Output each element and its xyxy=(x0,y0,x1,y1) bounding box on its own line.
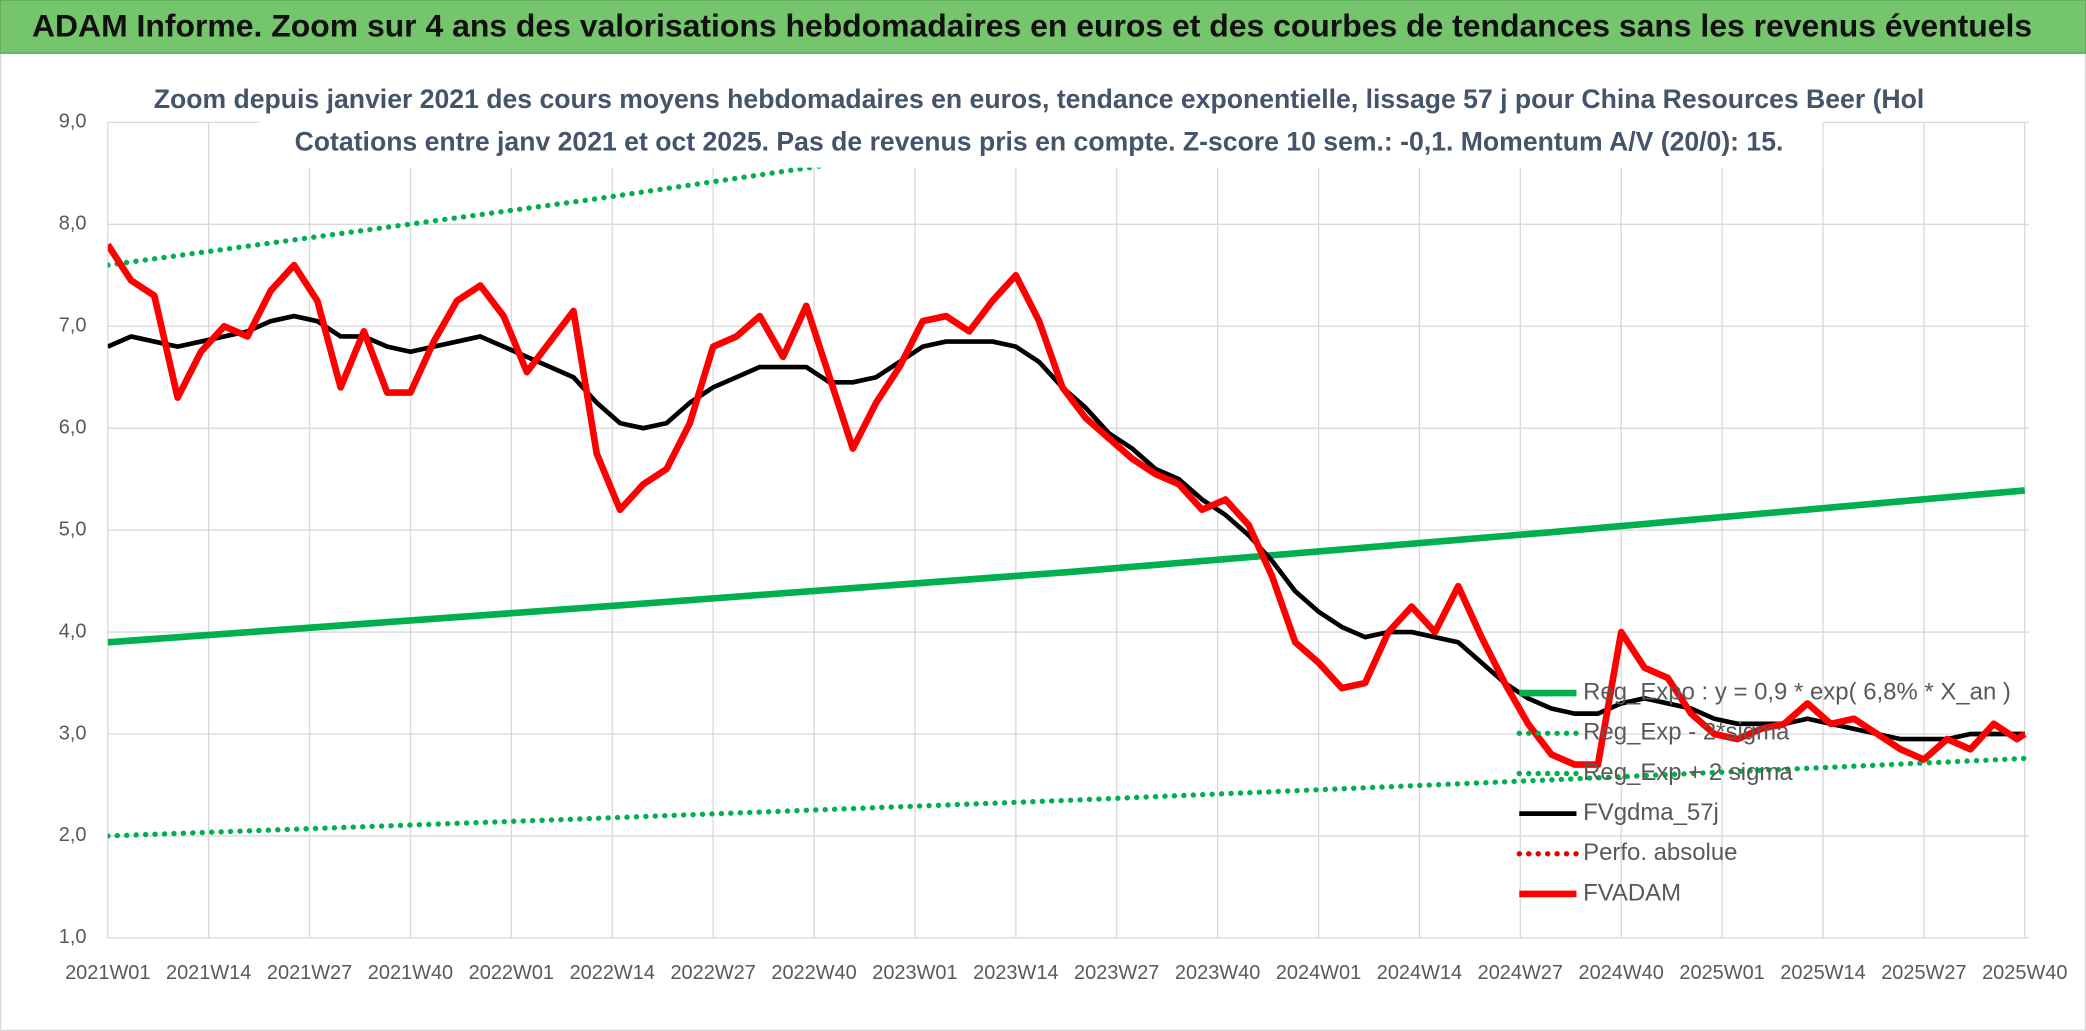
legend-label: Perfo. absolue xyxy=(1583,839,1737,866)
x-tick-label: 2025W40 xyxy=(1982,962,2067,984)
y-tick-label: 2,0 xyxy=(59,824,87,846)
y-tick-label: 8,0 xyxy=(59,213,87,235)
header-title: ADAM Informe. Zoom sur 4 ans des valoris… xyxy=(32,7,2032,43)
x-tick-label: 2025W27 xyxy=(1881,962,1966,984)
x-tick-label: 2023W01 xyxy=(872,962,957,984)
header-bar xyxy=(0,0,2086,54)
legend-label: FVADAM xyxy=(1583,879,1681,906)
y-tick-label: 6,0 xyxy=(59,416,87,438)
x-tick-label: 2021W14 xyxy=(166,962,251,984)
x-tick-label: 2025W14 xyxy=(1780,962,1865,984)
y-tick-label: 5,0 xyxy=(59,518,87,540)
y-tick-label: 9,0 xyxy=(59,111,87,133)
x-tick-label: 2021W01 xyxy=(65,962,150,984)
x-tick-label: 2024W01 xyxy=(1276,962,1361,984)
y-tick-label: 7,0 xyxy=(59,315,87,337)
series-line xyxy=(107,242,2027,768)
y-tick-label: 3,0 xyxy=(59,722,87,744)
legend-label: Reg_Exp + 2 sigma xyxy=(1583,759,1793,786)
x-tick-label: 2022W01 xyxy=(469,962,554,984)
x-tick-label: 2022W40 xyxy=(771,962,856,984)
series-line xyxy=(107,755,2028,839)
legend-label: FVgdma_57j xyxy=(1583,799,1719,826)
grid: 1,0 2,0 3,0 4,0 5,0 6,0 7,0 8,0 9,0 2021W01 2021W1… xyxy=(59,111,2068,984)
y-tick-label: 4,0 xyxy=(59,620,87,642)
y-tick-label: 1,0 xyxy=(59,926,87,948)
chart-title: Zoom depuis janvier 2021 des cours moyen… xyxy=(154,84,1925,114)
x-tick-label: 2022W14 xyxy=(570,962,655,984)
x-tick-label: 2021W40 xyxy=(368,962,453,984)
x-tick-label: 2024W27 xyxy=(1478,962,1563,984)
chart-subtitle: Cotations entre janv 2021 et oct 2025. P… xyxy=(295,127,1784,157)
legend-label: Reg_Exp - 2*sigma xyxy=(1583,719,1790,746)
x-tick-label: 2025W01 xyxy=(1679,962,1764,984)
x-tick-label: 2023W14 xyxy=(973,962,1058,984)
series-line xyxy=(107,487,2026,646)
x-tick-label: 2021W27 xyxy=(267,962,352,984)
x-tick-label: 2024W14 xyxy=(1377,962,1462,984)
plot-lines xyxy=(107,122,2028,839)
legend: Reg_Expo : y = 0,9 * exp( 6,8% * X_an ) R… xyxy=(1516,678,2011,906)
title-box xyxy=(259,77,1823,168)
x-tick-label: 2023W27 xyxy=(1074,962,1159,984)
x-tick-label: 2022W27 xyxy=(670,962,755,984)
x-tick-label: 2024W40 xyxy=(1579,962,1664,984)
legend-label: Reg_Expo : y = 0,9 * exp( 6,8% * X_an ) xyxy=(1583,678,2011,705)
x-tick-label: 2023W40 xyxy=(1175,962,1260,984)
